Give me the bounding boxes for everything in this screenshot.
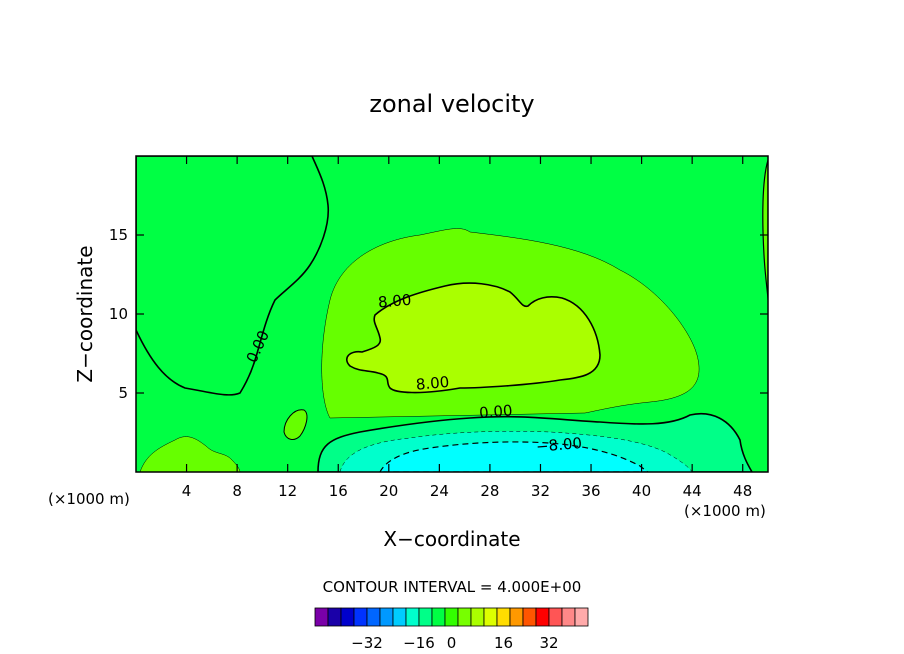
chart-title: zonal velocity: [369, 90, 534, 118]
colorbar-swatch: [405, 607, 420, 627]
contour-label: 0.00: [478, 401, 513, 422]
x-tick-label: 20: [379, 482, 398, 500]
x-tick-label: 4: [182, 482, 192, 500]
contour-label: 8.00: [377, 291, 412, 312]
x-tick-label: 32: [531, 482, 550, 500]
colorbar-swatch: [431, 607, 446, 627]
x-tick-label: 28: [480, 482, 499, 500]
x-unit-left: (×1000 m): [48, 490, 130, 508]
colorbar-swatch: [470, 607, 485, 627]
colorbar-swatch: [340, 607, 355, 627]
colorbar-label: 16: [494, 634, 513, 652]
y-tick-label: 10: [109, 305, 128, 323]
colorbar-swatch: [314, 607, 329, 627]
y-axis-ticks: 5 10 15: [109, 226, 768, 402]
contour-interval-text: CONTOUR INTERVAL = 4.000E+00: [323, 578, 582, 596]
colorbar: [314, 607, 589, 627]
contour-label: 8.00: [415, 373, 450, 394]
colorbar-swatch: [535, 607, 550, 627]
colorbar-label: −16: [403, 634, 435, 652]
small-contour-loop: [283, 409, 308, 440]
colorbar-swatch: [418, 607, 433, 627]
x-tick-label: 36: [581, 482, 600, 500]
x-tick-label: 44: [683, 482, 702, 500]
x-tick-label: 24: [430, 482, 449, 500]
colorbar-swatch: [522, 607, 537, 627]
x-tick-label: 16: [329, 482, 348, 500]
x-unit-right: (×1000 m): [684, 502, 766, 520]
colorbar-swatch: [457, 607, 472, 627]
y-tick-label: 15: [109, 226, 128, 244]
colorbar-swatch: [548, 607, 563, 627]
x-tick-label: 8: [232, 482, 242, 500]
x-tick-label: 12: [278, 482, 297, 500]
x-axis-label: X−coordinate: [383, 527, 520, 551]
colorbar-swatch: [561, 607, 576, 627]
field-fill-0-left-region: [136, 156, 330, 396]
colorbar-label: 32: [539, 634, 558, 652]
colorbar-swatch: [366, 607, 381, 627]
colorbar-swatch: [509, 607, 524, 627]
field-fill-below-minus-8: [379, 441, 650, 472]
colorbar-swatch: [496, 607, 511, 627]
colorbar-tick-labels: −32 −16 0 16 32: [351, 634, 558, 652]
colorbar-label: −32: [351, 634, 383, 652]
y-axis-label: Z−coordinate: [73, 245, 97, 382]
colorbar-swatch: [327, 607, 342, 627]
colorbar-swatch: [353, 607, 368, 627]
x-tick-label: 40: [632, 482, 651, 500]
colorbar-swatch: [483, 607, 498, 627]
x-axis-ticks: 4 8 12 16 20 24 28 32 36 40 44 48: [182, 156, 752, 500]
colorbar-label: 0: [447, 634, 457, 652]
contour-label: −8.00: [535, 434, 582, 456]
field-fill-8-to-12: [346, 282, 601, 394]
colorbar-swatch: [379, 607, 394, 627]
colorbar-swatch: [574, 607, 589, 627]
y-tick-label: 5: [118, 384, 128, 402]
plot-area: [136, 156, 768, 472]
colorbar-swatch: [392, 607, 407, 627]
colorbar-swatch: [444, 607, 459, 627]
x-tick-label: 48: [733, 482, 752, 500]
